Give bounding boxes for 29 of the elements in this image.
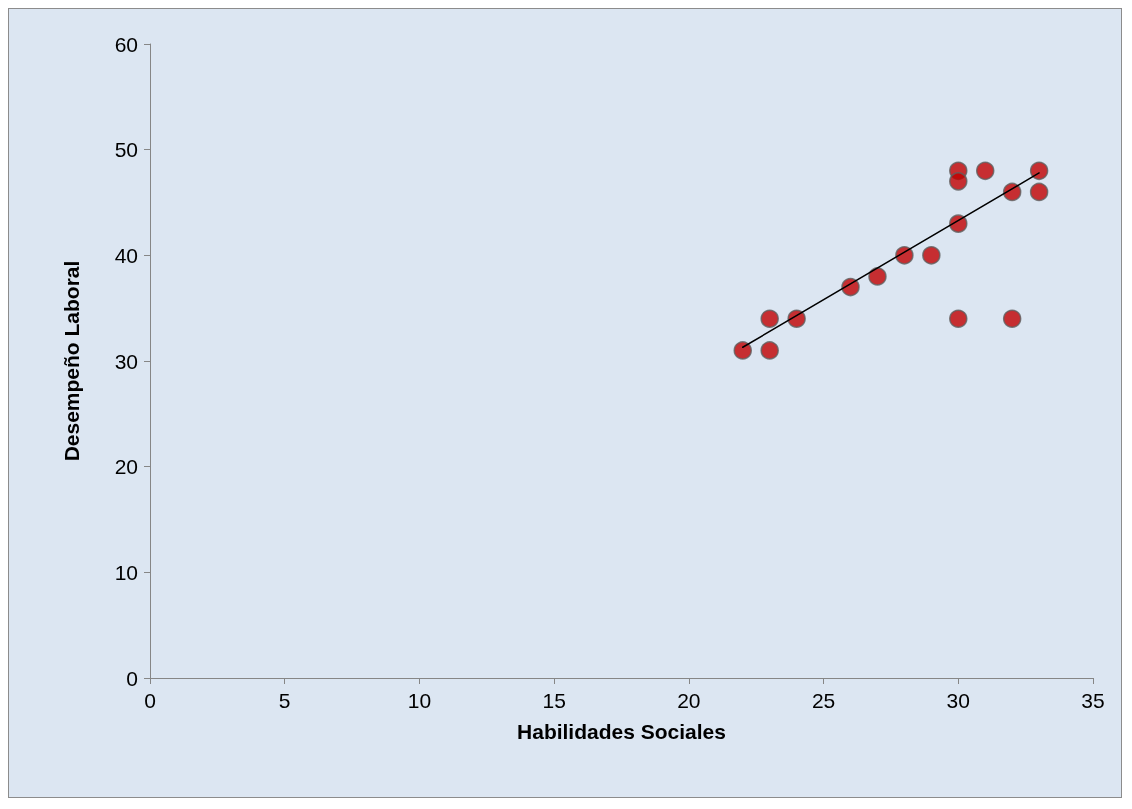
- point: [733, 341, 752, 360]
- x-axis-title: Habilidades Sociales: [517, 720, 726, 743]
- x-tick-label: 5: [278, 689, 291, 712]
- point: [760, 309, 779, 328]
- x-tick-label: 10: [407, 689, 432, 712]
- y-tick-label: 30: [114, 349, 138, 373]
- point: [1002, 309, 1022, 328]
- x-tick-label: 30: [946, 689, 970, 712]
- x-tick-label: 35: [1081, 689, 1105, 712]
- x-tick-label: 15: [542, 689, 566, 712]
- point: [949, 172, 968, 191]
- point: [922, 246, 941, 265]
- y-axis-title: Desempeño Laboral: [60, 260, 83, 462]
- y-tick-label: 20: [114, 455, 138, 479]
- y-tick-label: 40: [114, 243, 138, 267]
- point: [760, 341, 779, 360]
- point: [841, 277, 860, 297]
- point: [1029, 161, 1049, 181]
- y-tick-label: 50: [114, 138, 138, 162]
- y-tick-label: 0: [126, 666, 138, 690]
- point: [949, 309, 968, 328]
- point: [1029, 182, 1049, 202]
- y-tick-label: 10: [114, 560, 138, 584]
- y-tick-label: 60: [114, 32, 138, 56]
- x-tick-label: 0: [144, 689, 156, 712]
- point: [976, 161, 995, 181]
- x-tick-label: 25: [811, 689, 836, 712]
- point: [868, 267, 887, 286]
- x-tick-label: 20: [677, 689, 701, 712]
